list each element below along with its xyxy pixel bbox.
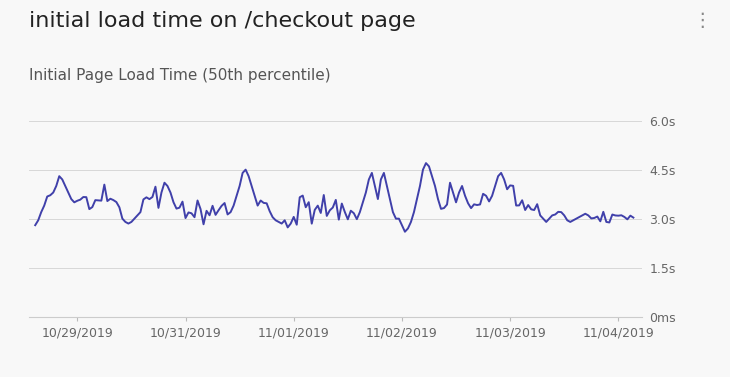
Text: initial load time on /checkout page: initial load time on /checkout page: [29, 11, 416, 31]
Text: ⋮: ⋮: [692, 11, 712, 30]
Text: Initial Page Load Time (50th percentile): Initial Page Load Time (50th percentile): [29, 68, 331, 83]
